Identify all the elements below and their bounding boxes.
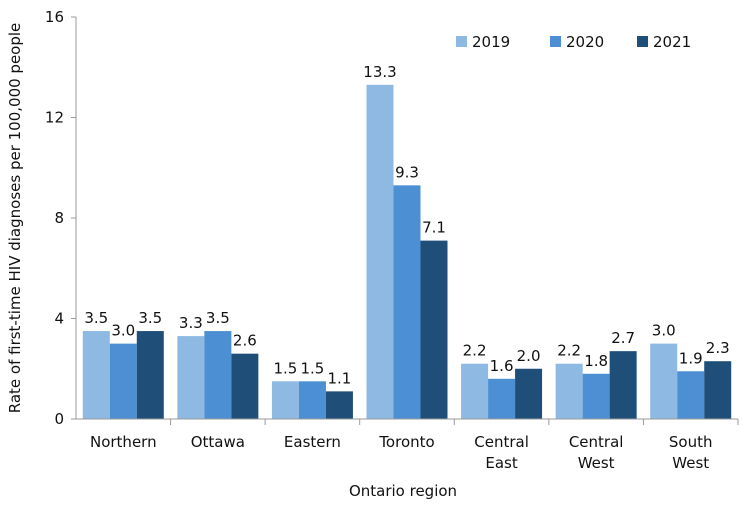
legend-label: 2020 <box>566 33 604 51</box>
y-axis-title: Rate of first-time HIV diagnoses per 100… <box>6 23 24 414</box>
x-axis: Northern Ottawa Eastern Toronto Central East C… <box>76 418 739 472</box>
data-label: 3.0 <box>652 322 676 340</box>
data-label: 3.5 <box>84 309 108 327</box>
bar-2021 <box>420 240 448 419</box>
data-label: 3.5 <box>206 309 230 327</box>
data-label: 2.2 <box>557 342 581 360</box>
data-label: 1.5 <box>300 359 324 377</box>
data-label: 7.1 <box>422 219 446 237</box>
bar-2020 <box>298 381 326 419</box>
data-label: 1.8 <box>584 352 608 370</box>
x-axis-label: Ontario region <box>349 482 457 500</box>
data-label: 1.9 <box>679 349 703 367</box>
data-label: 2.0 <box>517 347 541 365</box>
data-label: 3.3 <box>179 314 203 332</box>
bar-2021 <box>136 331 164 419</box>
x-tick-label: Central West <box>569 433 624 472</box>
x-tick-label: Toronto <box>378 433 434 451</box>
data-label: 1.5 <box>273 359 297 377</box>
bar-2020 <box>204 331 232 419</box>
bar-2021 <box>704 361 732 419</box>
bar-2020 <box>488 378 516 419</box>
bar-2021 <box>515 368 543 419</box>
data-label: 13.3 <box>363 63 396 81</box>
legend-swatch-2019 <box>456 36 467 47</box>
plot-area: 3.53.03.5 3.3 3.52.61.5 1.51.113.39.37.12.2… <box>82 63 732 420</box>
legend: 2019 2020 2021 <box>456 33 691 51</box>
data-label: 1.1 <box>327 369 351 387</box>
bar-2020 <box>109 343 137 419</box>
y-tick-label: 0 <box>54 410 64 428</box>
data-label: 2.6 <box>233 332 257 350</box>
bar-2019 <box>366 84 394 420</box>
y-axis-label: Rate of first-time HIV diagnoses per 100… <box>6 23 24 414</box>
x-tick-label: Ottawa <box>191 433 245 451</box>
legend-swatch-2021 <box>637 36 648 47</box>
y-tick-label: 16 <box>45 8 64 26</box>
bar-2021 <box>231 353 259 419</box>
x-tick-label: South West <box>669 433 713 472</box>
bar-2019 <box>271 381 299 419</box>
data-label: 3.5 <box>138 309 162 327</box>
y-axis: 0 4 8 12 16 <box>45 8 77 428</box>
y-tick-label: 4 <box>54 310 64 328</box>
data-label: 2.7 <box>611 329 635 347</box>
legend-label: 2021 <box>653 33 691 51</box>
data-label: 3.0 <box>111 322 135 340</box>
y-tick-label: 8 <box>54 209 64 227</box>
data-label: 1.6 <box>490 357 514 375</box>
bar-2019 <box>461 363 489 419</box>
x-tick-label: Central East <box>474 433 529 472</box>
data-label: 2.2 <box>463 342 487 360</box>
bar-2021 <box>325 391 353 419</box>
legend-swatch-2020 <box>550 36 561 47</box>
bar-2020 <box>393 185 421 419</box>
data-label: 9.3 <box>395 163 419 181</box>
x-tick-label: Eastern <box>284 433 341 451</box>
bar-2021 <box>609 351 637 419</box>
y-tick-label: 12 <box>45 109 64 127</box>
bar-2019 <box>82 331 110 419</box>
data-label: 2.3 <box>706 339 730 357</box>
bar-2020 <box>582 373 610 419</box>
bar-2019 <box>650 343 678 419</box>
bar-2019 <box>177 336 205 419</box>
bar-2019 <box>555 363 583 419</box>
x-tick-label: Northern <box>90 433 157 451</box>
bar-2020 <box>677 371 705 419</box>
legend-label: 2019 <box>472 33 510 51</box>
